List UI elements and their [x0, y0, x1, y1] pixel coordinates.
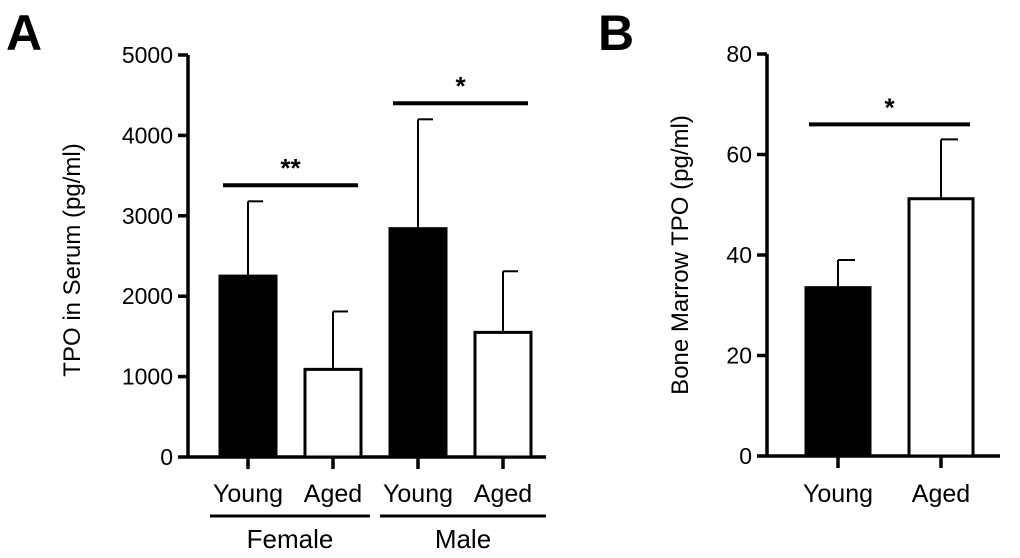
y-tick-label: 60	[726, 142, 752, 168]
panel-letter-b: B	[598, 5, 634, 61]
category-label: Young	[803, 480, 873, 508]
y-tick-label: 5000	[122, 42, 173, 68]
bar-open	[907, 197, 975, 458]
y-tick-label: 2000	[122, 283, 173, 309]
y-axis-title-b: Bone Marrow TPO (pg/ml)	[667, 115, 694, 395]
bar-filled	[804, 286, 872, 458]
y-tick-label: 40	[726, 242, 752, 268]
bar-filled	[218, 274, 278, 459]
category-label: Aged	[912, 480, 970, 508]
category-label: Aged	[304, 480, 362, 508]
significance-label: *	[884, 92, 895, 122]
panel-b: B Bone Marrow TPO (pg/ml) 0 20 40 60 80 Young…	[598, 5, 1000, 508]
group-label: Female	[247, 524, 334, 554]
y-tick-label: 4000	[122, 122, 173, 148]
plot-area-b: 0 20 40 60 80 Young Aged *	[726, 41, 1000, 508]
y-tick-label: 1000	[122, 364, 173, 390]
category-label: Young	[213, 480, 283, 508]
category-label: Aged	[474, 480, 532, 508]
bar-open	[303, 367, 363, 459]
bar-open	[473, 330, 533, 459]
bar-filled	[388, 227, 448, 459]
plot-area-a: 0 1000 2000 3000 4000 5000 Young Aged Young Aged *…	[122, 42, 546, 554]
y-tick-label: 3000	[122, 203, 173, 229]
y-tick-label: 20	[726, 343, 752, 369]
group-label: Male	[435, 524, 491, 554]
y-tick-label: 0	[739, 443, 752, 469]
y-tick-label: 0	[160, 444, 173, 470]
panel-letter-a: A	[6, 5, 42, 61]
category-label: Young	[383, 480, 453, 508]
y-tick-label: 80	[726, 41, 752, 67]
panel-a: A TPO in Serum (pg/ml) 0 1000 2000 3000 4000…	[6, 5, 546, 554]
significance-label: **	[280, 153, 301, 183]
significance-label: *	[455, 71, 466, 101]
y-axis-title-a: TPO in Serum (pg/ml)	[59, 143, 86, 376]
